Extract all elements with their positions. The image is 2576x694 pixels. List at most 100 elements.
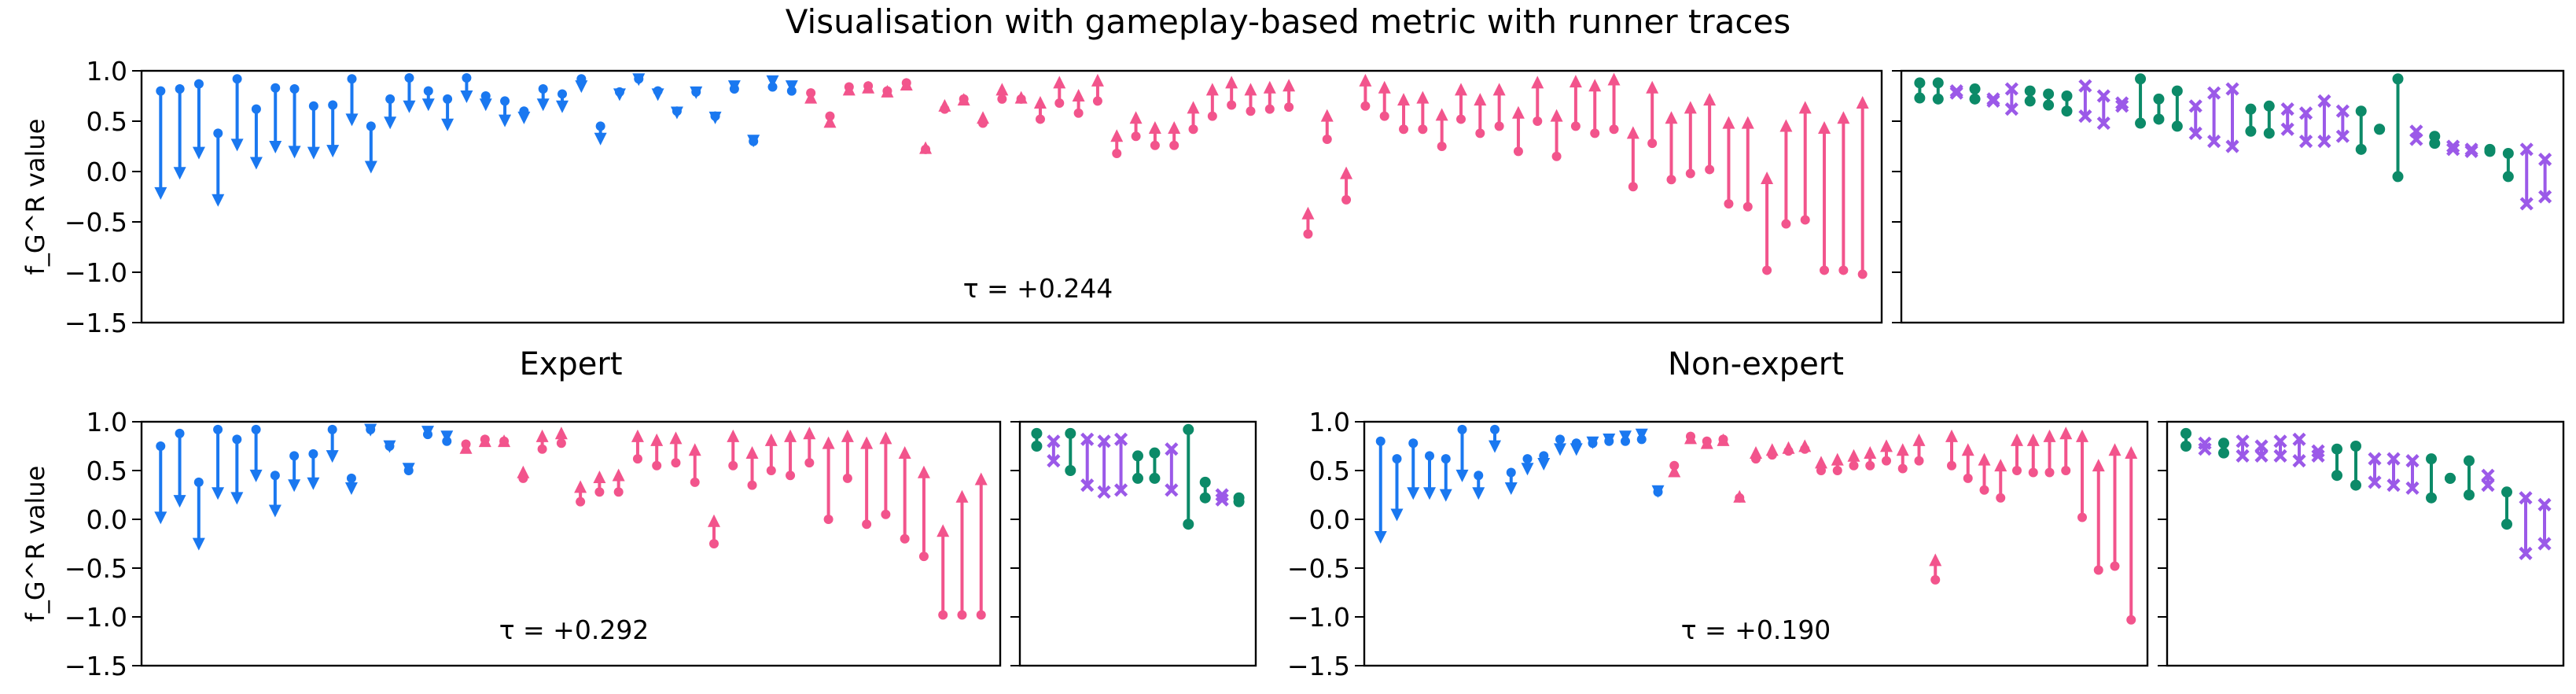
arrow-head (1282, 79, 1296, 92)
side-point (1233, 496, 1245, 508)
arrow-head (1668, 464, 1681, 478)
arrow-head (1700, 436, 1713, 449)
start-point (1112, 148, 1122, 158)
side-point (2502, 171, 2514, 183)
side-point (2331, 443, 2342, 455)
arrow-head (556, 100, 569, 113)
start-point (747, 480, 757, 490)
arrow-head (803, 426, 816, 440)
y-tick-label: 1.0 (86, 407, 127, 437)
start-point (2077, 512, 2087, 522)
start-point (1475, 128, 1485, 138)
start-point (1781, 219, 1791, 229)
start-point (1246, 106, 1256, 116)
x-marker (2537, 537, 2552, 551)
x-marker (2519, 546, 2533, 560)
start-point (1590, 128, 1600, 138)
arrow-head (288, 479, 301, 493)
start-point (156, 86, 166, 96)
arrow-head (1856, 96, 1869, 109)
start-point (632, 454, 642, 464)
y-tick-label: −1.0 (64, 257, 127, 288)
arrow-head (1798, 439, 1812, 452)
start-point (881, 509, 891, 519)
x-marker (2317, 94, 2331, 108)
side-point (1914, 92, 1926, 104)
x-marker (2298, 106, 2313, 120)
arrow-head (499, 114, 512, 127)
chart-title: Expert (519, 346, 622, 382)
arrow-head (1550, 109, 1563, 122)
arrow-head (1765, 443, 1779, 456)
start-point (347, 74, 357, 84)
start-point (1073, 108, 1084, 118)
arrow-head (364, 161, 377, 174)
arrow-head (1263, 80, 1276, 94)
start-point (1551, 151, 1562, 161)
side-point (1932, 93, 1944, 105)
arrow-head (593, 471, 606, 483)
arrow-head (1570, 443, 1583, 456)
x-marker (2409, 132, 2423, 146)
x-marker (2481, 478, 2495, 493)
arrow-head (1537, 458, 1551, 471)
x-marker (2207, 86, 2221, 100)
arrow-head (1205, 83, 1219, 96)
x-marker (2078, 79, 2092, 93)
arrow-head (1798, 101, 1812, 114)
x-marker (2004, 102, 2018, 116)
chart-overall: f_G^R value 1.0 0.5 0.0 −0.5 −1.0 −1.5 τ = +0.2… (20, 56, 2565, 338)
arrow-head (1439, 489, 1452, 502)
x-marker (1165, 442, 1179, 456)
side-point (2024, 85, 2036, 97)
side-point (2171, 85, 2183, 97)
start-point (786, 471, 796, 481)
arrow-head (804, 90, 818, 104)
side-point (1031, 427, 1043, 439)
arrow-head (784, 429, 797, 442)
start-point (327, 424, 337, 434)
arrow-head (2026, 433, 2040, 446)
y-tick-label: −0.5 (64, 553, 127, 584)
start-point (2110, 561, 2120, 571)
arrow-head (708, 514, 720, 527)
y-tick-label: −1.5 (1287, 651, 1350, 681)
arrow-head (785, 80, 798, 94)
start-point (346, 473, 356, 483)
side-point (2350, 479, 2361, 491)
arrow-head (1187, 101, 1200, 114)
arrow-head (268, 504, 282, 518)
arrow-head (326, 145, 340, 158)
start-point (1647, 138, 1658, 149)
arrow-head (745, 446, 759, 459)
start-point (443, 94, 453, 104)
arrow-head (554, 426, 568, 440)
side-point (1969, 83, 1981, 95)
plot-frame (1363, 420, 2149, 667)
start-point (1628, 182, 1638, 192)
start-point (594, 487, 605, 497)
arrow-head (1110, 129, 1124, 142)
arrow-head (937, 524, 950, 537)
start-point (1742, 201, 1753, 212)
arrow-head (1474, 93, 1487, 106)
start-point (538, 84, 548, 94)
x-marker (2519, 197, 2534, 211)
chart-expert: Expert f_G^R value 1.0 0.5 0.0 −0.5 −1.0 −1.5 τ … (20, 346, 1257, 681)
x-marker (2446, 139, 2460, 153)
side-point (1132, 472, 1143, 484)
side-point (2245, 103, 2257, 115)
start-point (1838, 265, 1849, 275)
start-point (1820, 265, 1830, 275)
arrow-head (1378, 80, 1391, 94)
tau-annotation: τ = +0.190 (1681, 615, 1831, 645)
start-point (900, 533, 910, 544)
arrow-head (230, 138, 244, 152)
side-point (2331, 470, 2342, 482)
arrow-head (384, 116, 397, 130)
arrow-head (1779, 119, 1793, 132)
arrow-head (154, 186, 167, 200)
figure-title: Visualisation with gameplay-based metric… (786, 2, 1790, 41)
x-marker (2311, 449, 2325, 463)
